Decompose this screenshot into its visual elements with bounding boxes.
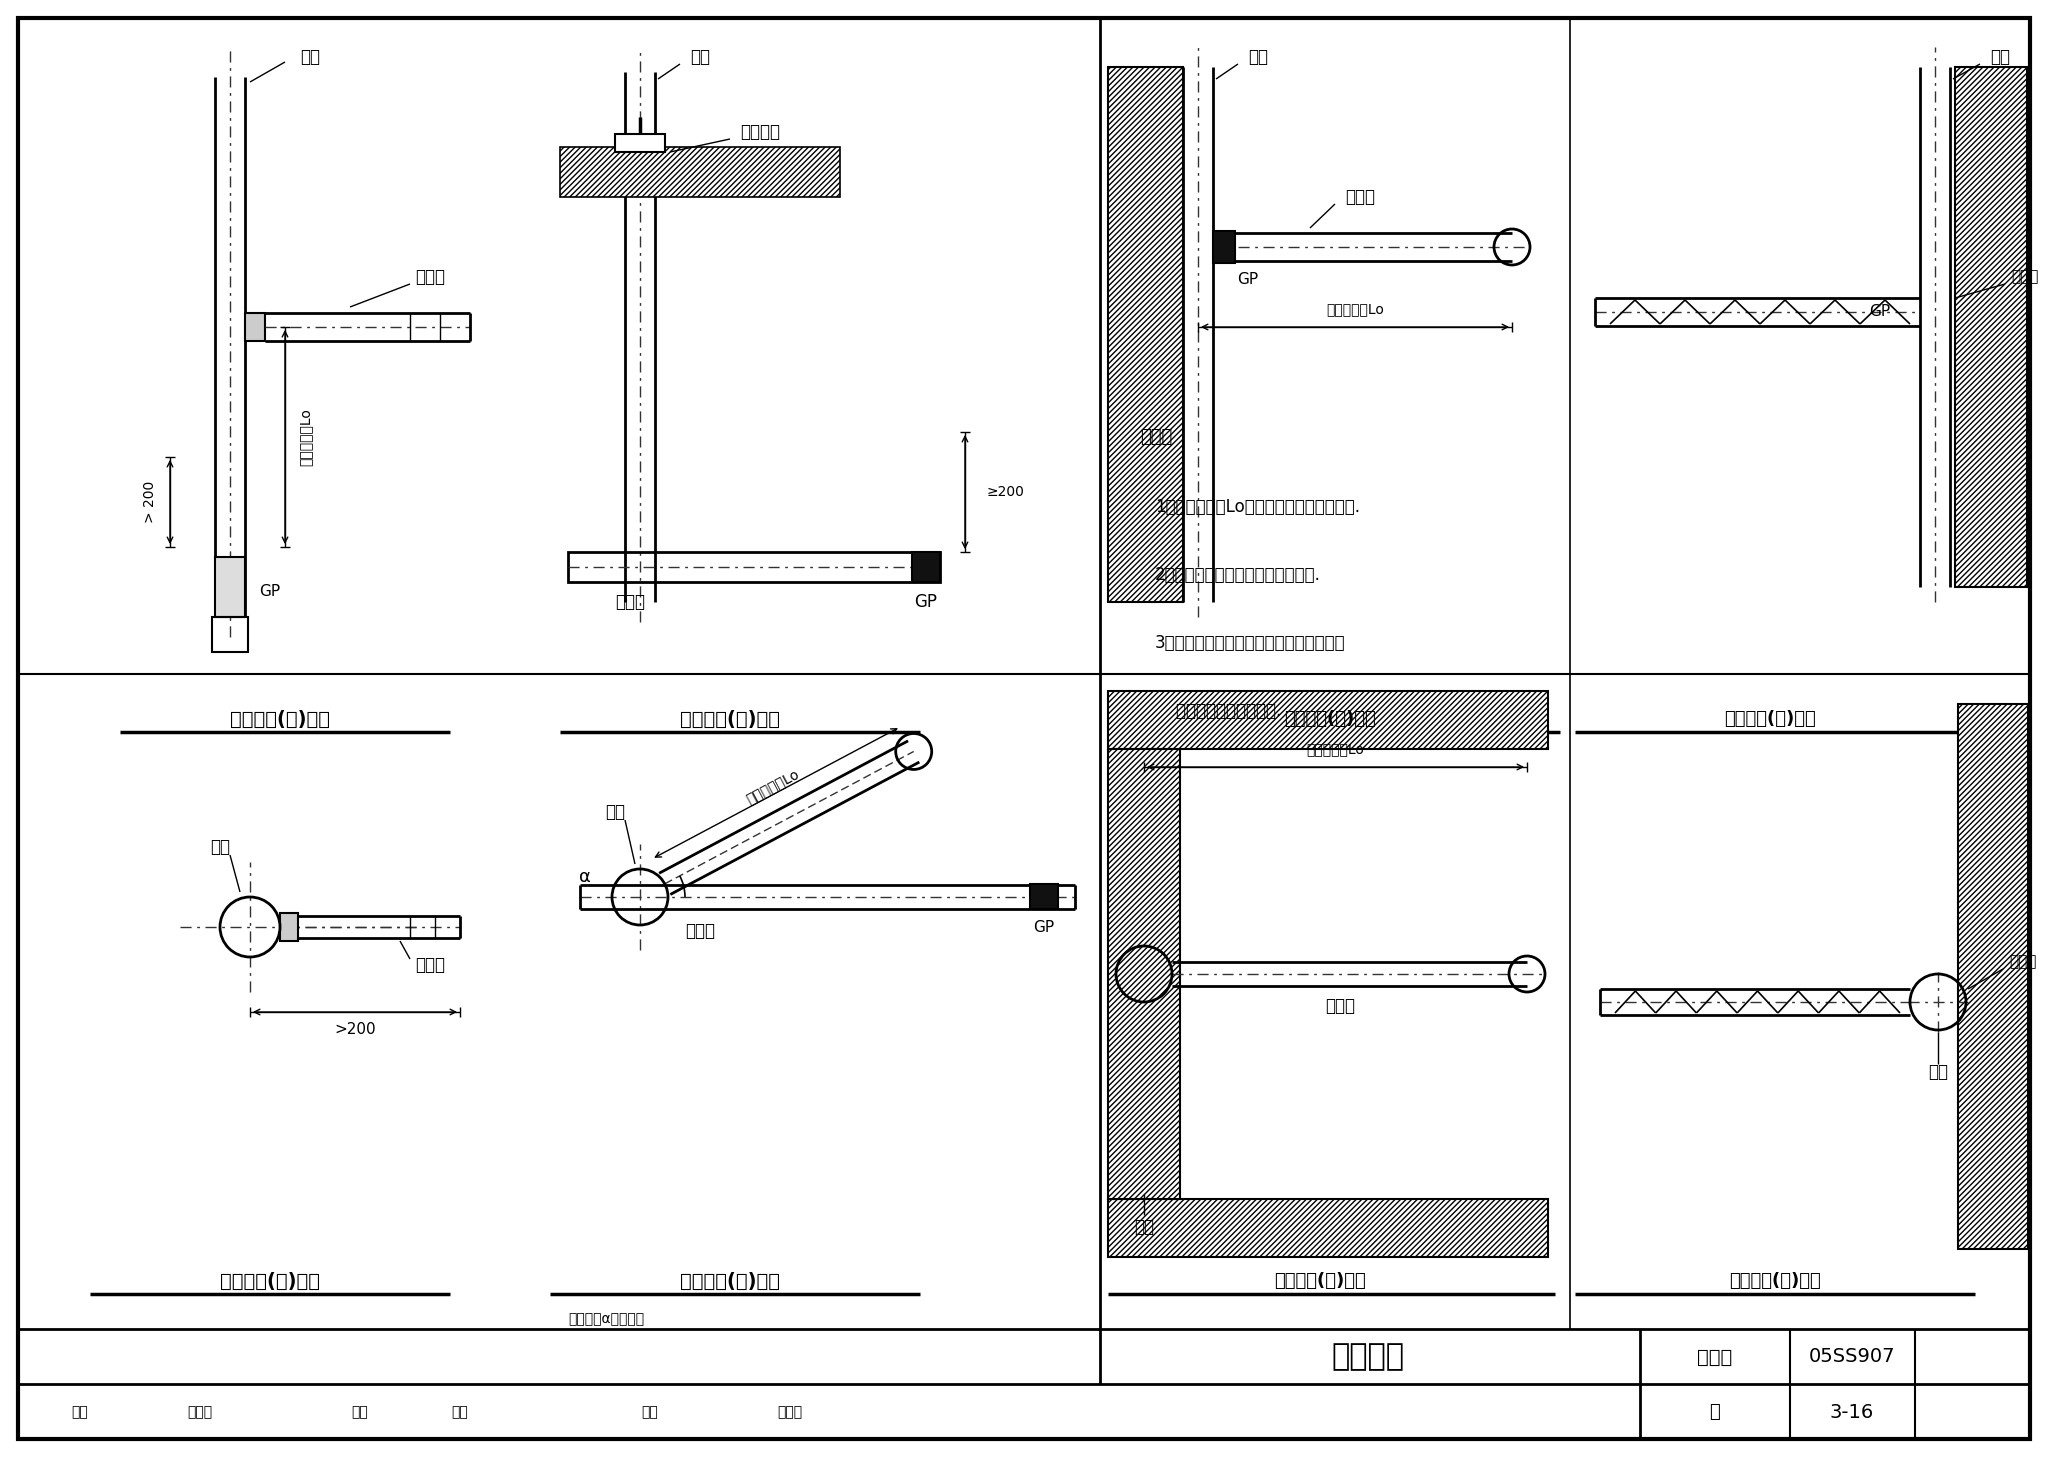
Text: 黄波: 黄波 — [453, 1405, 469, 1419]
Text: 支管连接(三)平面: 支管连接(三)平面 — [1274, 1272, 1366, 1289]
Text: 固定吊架: 固定吊架 — [739, 122, 780, 141]
Bar — [246, 313, 264, 341]
Text: 肖睿书: 肖睿书 — [188, 1405, 213, 1419]
Bar — [1108, 67, 1184, 602]
Bar — [1956, 67, 2028, 587]
Text: 校对: 校对 — [352, 1405, 369, 1419]
Text: 支管连接(一)平面: 支管连接(一)平面 — [219, 1272, 319, 1291]
Text: > 200: > 200 — [143, 481, 158, 523]
Text: 横支管: 横支管 — [416, 268, 444, 286]
Text: 支管连接: 支管连接 — [1331, 1342, 1405, 1371]
Bar — [1958, 704, 2028, 1249]
Text: GP: GP — [915, 593, 938, 610]
Text: 立管: 立管 — [690, 48, 711, 66]
Text: 立管: 立管 — [1927, 1064, 1948, 1081]
Bar — [911, 552, 940, 581]
Text: 横支管: 横支管 — [1325, 997, 1356, 1016]
Text: 闫利国: 闫利国 — [778, 1405, 803, 1419]
Text: 设计: 设计 — [641, 1405, 657, 1419]
Bar — [1108, 1199, 1548, 1257]
Text: 页: 页 — [1710, 1403, 1720, 1421]
Text: 横支管: 横支管 — [416, 956, 444, 973]
Text: 横干管: 横干管 — [614, 593, 645, 610]
Text: 3-16: 3-16 — [1829, 1403, 1874, 1422]
Text: 横支管: 横支管 — [1346, 188, 1374, 205]
Text: 支管连接(四)立面: 支管连接(四)立面 — [1724, 710, 1817, 728]
Text: 立管: 立管 — [1135, 1218, 1153, 1236]
Text: 说明：: 说明： — [1141, 428, 1171, 446]
Text: 立管: 立管 — [1247, 48, 1268, 66]
Text: 1．自由臂长度Lo应按总说明要求计算确定.: 1．自由臂长度Lo应按总说明要求计算确定. — [1155, 498, 1360, 516]
Text: 出支管处加设固定支承.: 出支管处加设固定支承. — [1155, 702, 1282, 720]
Text: 3．若满足不了自由臂要求，则应在三通引: 3．若满足不了自由臂要求，则应在三通引 — [1155, 634, 1346, 651]
Text: α: α — [580, 868, 592, 886]
Text: 自由臂长度Lo: 自由臂长度Lo — [1325, 302, 1384, 316]
Text: 自由臂长度Lo: 自由臂长度Lo — [743, 766, 801, 807]
Text: 05SS907: 05SS907 — [1808, 1348, 1894, 1367]
Text: 支管连接(四)平面: 支管连接(四)平面 — [1729, 1272, 1821, 1289]
Text: 支管连接(三)立面: 支管连接(三)立面 — [1284, 710, 1376, 728]
Bar — [1212, 232, 1235, 264]
Text: 2．自由臂上不宜装设其它管道附件.: 2．自由臂上不宜装设其它管道附件. — [1155, 565, 1321, 584]
Text: 横支管: 横支管 — [2011, 270, 2038, 284]
Text: GP: GP — [1237, 271, 1260, 287]
Bar — [1030, 884, 1059, 909]
Bar — [614, 134, 666, 152]
Text: ≥200: ≥200 — [987, 485, 1024, 498]
Bar — [567, 552, 940, 581]
Text: 图集号: 图集号 — [1698, 1348, 1733, 1367]
Text: 立管: 立管 — [211, 838, 229, 857]
Text: GP: GP — [1034, 919, 1055, 934]
Text: 注：角度α由设计定: 注：角度α由设计定 — [567, 1311, 645, 1326]
Text: 横支管: 横支管 — [2009, 954, 2036, 969]
Text: 自由臂长度Lo: 自由臂长度Lo — [299, 408, 311, 466]
Text: >200: >200 — [334, 1023, 377, 1037]
Text: 自由臂长度Lo: 自由臂长度Lo — [1307, 742, 1364, 756]
Text: 立管: 立管 — [299, 48, 319, 66]
Bar — [281, 914, 299, 941]
Text: 支管连接(二)立面: 支管连接(二)立面 — [680, 710, 780, 728]
Bar — [1108, 691, 1548, 749]
Text: 立管: 立管 — [1991, 48, 2009, 66]
Bar — [1108, 749, 1180, 1199]
Text: 立管: 立管 — [604, 803, 625, 820]
Bar — [213, 616, 248, 651]
Bar — [559, 147, 840, 197]
Text: 支管连接(一)立面: 支管连接(一)立面 — [229, 710, 330, 728]
Text: 支管连接(二)平面: 支管连接(二)平面 — [680, 1272, 780, 1291]
Text: 横干管: 横干管 — [684, 922, 715, 940]
Text: GP: GP — [1870, 305, 1890, 319]
Text: 审核: 审核 — [72, 1405, 88, 1419]
Bar — [215, 557, 246, 616]
Text: GP: GP — [260, 584, 281, 599]
